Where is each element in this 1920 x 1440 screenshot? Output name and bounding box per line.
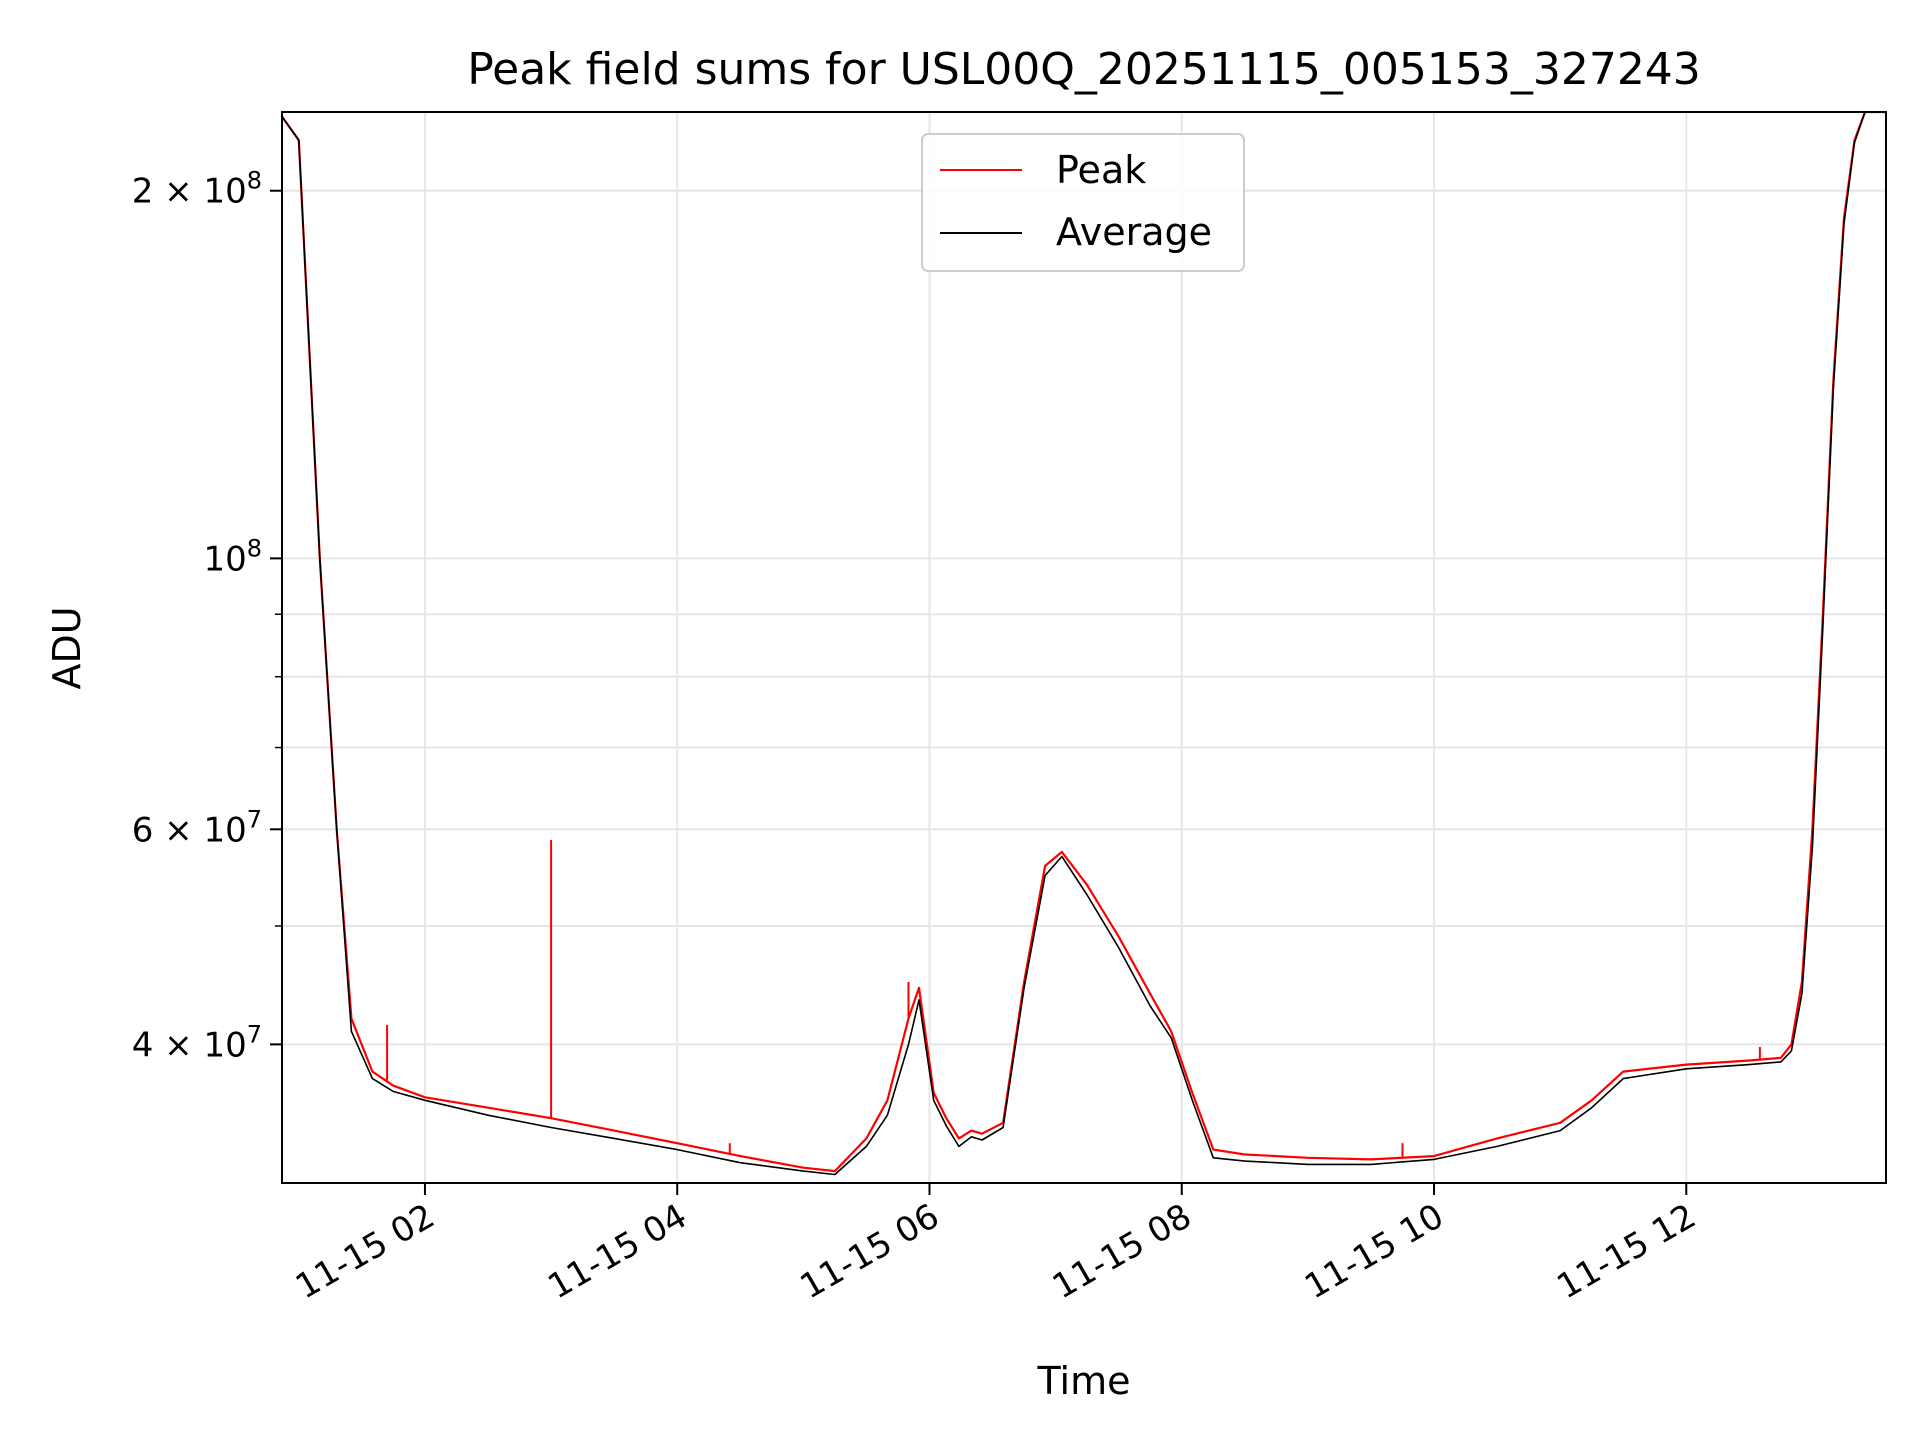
y-tick-label-exponent: 8 bbox=[247, 167, 262, 195]
chart-title: Peak field sums for USL00Q_20251115_0051… bbox=[467, 44, 1701, 95]
y-axis-label: ADU bbox=[45, 606, 89, 689]
legend: Peak Average bbox=[921, 133, 1245, 272]
y-tick-label-exponent: 7 bbox=[247, 1020, 262, 1048]
y-tick-label-exponent: 7 bbox=[247, 805, 262, 833]
legend-label-peak: Peak bbox=[1056, 148, 1146, 192]
y-tick-label: 108 bbox=[203, 534, 262, 579]
series-layer bbox=[282, 112, 1886, 1176]
y-tick-label-base: 2 × 10 bbox=[132, 172, 247, 212]
legend-label-average: Average bbox=[1056, 210, 1212, 254]
y-tick-label-exponent: 8 bbox=[247, 534, 262, 562]
y-tick-label: 6 × 107 bbox=[132, 805, 262, 850]
legend-box bbox=[921, 133, 1245, 272]
plot-frame bbox=[281, 111, 1887, 1184]
y-tick-label: 4 × 107 bbox=[132, 1020, 262, 1065]
y-tick-label: 2 × 108 bbox=[132, 167, 262, 212]
x-axis-label: Time bbox=[1037, 1359, 1131, 1403]
y-tick-label-base: 6 × 10 bbox=[132, 810, 247, 850]
y-tick-label-base: 4 × 10 bbox=[132, 1025, 247, 1065]
series-line-average bbox=[282, 112, 1886, 1176]
y-tick-label-base: 10 bbox=[203, 539, 246, 579]
